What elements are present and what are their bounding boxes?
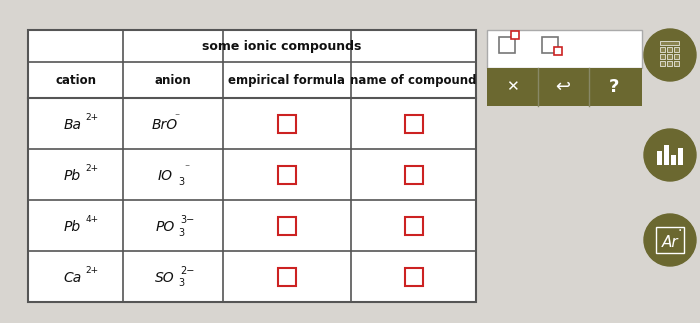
- Bar: [278, 165, 296, 183]
- Text: anion: anion: [155, 74, 191, 87]
- Text: some ionic compounds: some ionic compounds: [202, 39, 362, 53]
- Bar: [487, 68, 642, 106]
- Bar: [678, 148, 683, 165]
- Bar: [657, 151, 662, 165]
- Text: ·: ·: [678, 224, 682, 238]
- Bar: [667, 61, 672, 66]
- Circle shape: [644, 129, 696, 181]
- Text: ?: ?: [609, 78, 620, 96]
- Bar: [656, 227, 684, 253]
- Text: Ar: Ar: [662, 234, 678, 249]
- Bar: [660, 47, 665, 52]
- Bar: [405, 216, 423, 234]
- Circle shape: [644, 214, 696, 266]
- Bar: [487, 30, 642, 68]
- Bar: [660, 54, 665, 59]
- Bar: [542, 37, 558, 53]
- Text: IO: IO: [158, 169, 172, 182]
- Text: PO: PO: [155, 220, 174, 234]
- Bar: [667, 47, 672, 52]
- Bar: [554, 47, 562, 55]
- Text: name of compound: name of compound: [350, 74, 477, 87]
- Bar: [674, 61, 679, 66]
- Text: 4+: 4+: [85, 215, 99, 224]
- Text: Ca: Ca: [64, 270, 82, 285]
- Bar: [671, 155, 676, 165]
- Text: Pb: Pb: [64, 220, 81, 234]
- Text: Pb: Pb: [64, 169, 81, 182]
- Bar: [278, 216, 296, 234]
- Text: 3: 3: [178, 176, 184, 186]
- Text: ✕: ✕: [505, 79, 519, 95]
- Bar: [499, 37, 515, 53]
- Bar: [674, 54, 679, 59]
- Bar: [674, 47, 679, 52]
- Bar: [664, 145, 669, 165]
- Bar: [405, 114, 423, 132]
- Bar: [278, 114, 296, 132]
- Text: 2+: 2+: [85, 164, 99, 173]
- Bar: [405, 165, 423, 183]
- Bar: [28, 30, 476, 302]
- Text: ⁻: ⁻: [174, 112, 180, 122]
- Text: cation: cation: [55, 74, 96, 87]
- Bar: [660, 61, 665, 66]
- Text: 3: 3: [178, 227, 184, 237]
- Text: ↩: ↩: [555, 78, 570, 96]
- Circle shape: [644, 29, 696, 81]
- Text: BrO: BrO: [152, 118, 178, 131]
- Text: 2+: 2+: [85, 266, 99, 275]
- Text: empirical formula: empirical formula: [228, 74, 346, 87]
- Bar: [278, 267, 296, 286]
- Bar: [405, 267, 423, 286]
- Text: 3: 3: [178, 278, 184, 288]
- Text: Ba: Ba: [64, 118, 81, 131]
- Text: SO: SO: [155, 270, 175, 285]
- Bar: [667, 54, 672, 59]
- Text: ⁻: ⁻: [184, 163, 190, 173]
- Text: 2+: 2+: [85, 113, 99, 122]
- Text: 2−: 2−: [180, 266, 194, 276]
- Bar: [660, 41, 679, 45]
- Text: 3−: 3−: [180, 214, 194, 224]
- Bar: [511, 31, 519, 39]
